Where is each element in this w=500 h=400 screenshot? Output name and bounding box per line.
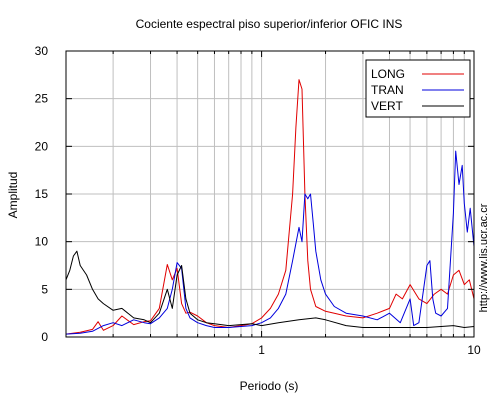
- y-tick-label: 20: [35, 139, 49, 153]
- axis-ticks: 0 5 10 15 20 25 30 1 10: [35, 44, 481, 357]
- x-tick-label: 10: [467, 343, 481, 357]
- chart-title: Cociente espectral piso superior/inferio…: [136, 17, 403, 31]
- y-tick-label: 10: [35, 235, 49, 249]
- x-axis-label: Periodo (s): [240, 379, 299, 393]
- y-tick-label: 25: [35, 92, 49, 106]
- y-tick-label: 30: [35, 44, 49, 58]
- legend-label-vert: VERT: [371, 99, 403, 113]
- series-line-tran: [65, 150, 475, 335]
- y-axis-label: Amplitud: [6, 172, 20, 219]
- series-line-vert: [65, 250, 475, 328]
- y-tick-label: 15: [35, 187, 49, 201]
- legend: LONG TRAN VERT: [365, 59, 471, 118]
- legend-label-long: LONG: [371, 67, 405, 81]
- source-watermark: http://www.lis.ucr.ac.cr: [478, 203, 490, 312]
- y-tick-label: 0: [41, 330, 48, 344]
- x-tick-label: 1: [258, 343, 265, 357]
- y-tick-label: 5: [41, 282, 48, 296]
- series-lines: [65, 79, 475, 335]
- legend-box: [365, 59, 471, 118]
- legend-label-tran: TRAN: [371, 83, 404, 97]
- series-line-long: [65, 79, 475, 335]
